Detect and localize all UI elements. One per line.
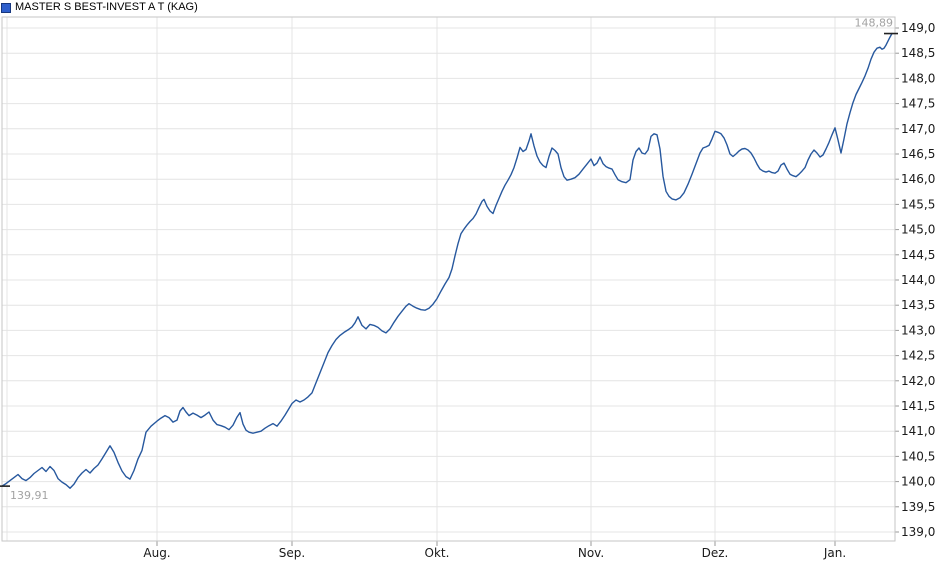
y-tick-label: 140,0 [901, 475, 935, 489]
y-tick-label: 145,0 [901, 223, 935, 237]
y-tick-label: 143,0 [901, 323, 935, 337]
x-tick-label: Dez. [702, 546, 729, 560]
y-tick-label: 141,0 [901, 424, 935, 438]
y-tick-label: 142,0 [901, 374, 935, 388]
series-legend-square-icon [1, 2, 11, 13]
horizontal-gridlines [2, 27, 899, 533]
y-tick-label: 148,5 [901, 46, 935, 60]
y-tick-label: 141,5 [901, 399, 935, 413]
y-tick-label: 147,0 [901, 122, 935, 136]
x-axis-month-labels: Aug. Sep. Okt. Nov. Dez. Jan. [143, 546, 846, 560]
plot-frame [1, 16, 896, 542]
start-value-label: 139,91 [10, 489, 49, 502]
y-tick-label: 139,5 [901, 500, 935, 514]
y-tick-label: 146,5 [901, 147, 935, 161]
price-line-series [1, 32, 893, 489]
end-value-label: 148,89 [855, 17, 894, 30]
y-tick-label: 149,0 [901, 21, 935, 35]
chart-title: MASTER S BEST-INVEST A T (KAG) [15, 1, 198, 13]
y-tick-label: 144,5 [901, 248, 935, 262]
y-tick-label: 146,0 [901, 172, 935, 186]
y-tick-label: 145,5 [901, 197, 935, 211]
x-tick-label: Sep. [279, 546, 305, 560]
y-tick-label: 144,0 [901, 273, 935, 287]
y-tick-label: 148,0 [901, 71, 935, 85]
y-tick-label: 139,0 [901, 525, 935, 539]
y-tick-label: 142,5 [901, 349, 935, 363]
vertical-gridlines [6, 17, 836, 546]
y-tick-label: 140,5 [901, 449, 935, 463]
y-axis-tick-labels: 149,0 148,5 148,0 147,5 147,0 146,5 146,0 145,5… [901, 21, 935, 539]
y-tick-label: 143,5 [901, 298, 935, 312]
y-tick-label: 147,5 [901, 97, 935, 111]
x-tick-label: Jan. [823, 546, 846, 560]
x-tick-label: Aug. [143, 546, 170, 560]
x-tick-label: Nov. [578, 546, 604, 560]
chart-header: MASTER S BEST-INVEST A T (KAG) [1, 1, 198, 14]
x-tick-label: Okt. [425, 546, 450, 560]
